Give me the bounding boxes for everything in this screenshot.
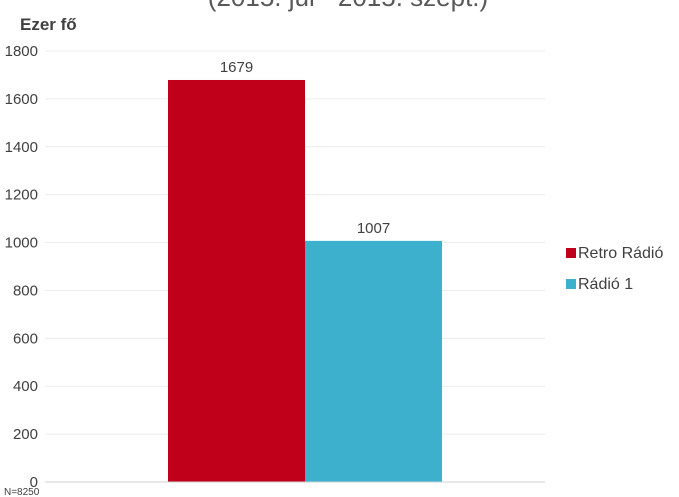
y-tick-label: 200 xyxy=(13,426,38,443)
legend-label: Rádió 1 xyxy=(578,276,633,293)
y-tick-label: 400 xyxy=(13,378,38,395)
y-axis-label: Ezer fő xyxy=(20,15,77,34)
legend-label: Retro Rádió xyxy=(578,245,663,262)
y-tick-labels: 0 200 400 600 800 1000 1200 1400 1600 1800 xyxy=(5,43,38,491)
data-labels: 1679 1007 xyxy=(220,59,390,237)
y-tick-label: 1200 xyxy=(5,187,38,204)
y-tick-label: 1400 xyxy=(5,139,38,156)
legend: Retro Rádió Rádió 1 xyxy=(566,245,663,293)
data-label: 1007 xyxy=(357,220,390,237)
bar xyxy=(168,79,305,482)
y-tick-label: 1000 xyxy=(5,235,38,252)
bars xyxy=(168,79,442,482)
y-tick-label: 600 xyxy=(13,330,38,347)
chart-title: (2015. júl - 2015. szept.) xyxy=(208,0,488,12)
y-tick-label: 1800 xyxy=(5,43,38,60)
legend-swatch xyxy=(566,279,576,289)
y-tick-label: 800 xyxy=(13,282,38,299)
sample-size-note: N=8250 xyxy=(4,487,40,497)
bar xyxy=(305,240,442,482)
data-label: 1679 xyxy=(220,59,253,76)
y-tick-label: 1600 xyxy=(5,91,38,108)
y-tick-label: 0 xyxy=(30,474,38,491)
legend-swatch xyxy=(566,248,576,258)
